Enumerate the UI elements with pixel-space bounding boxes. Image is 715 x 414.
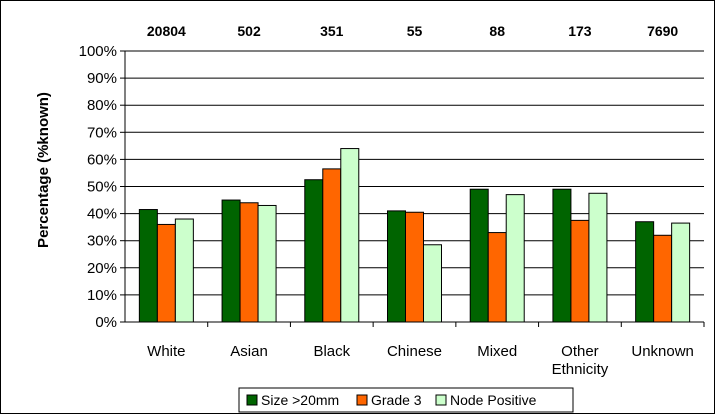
x-tick-label: Asian	[230, 343, 268, 360]
bar	[552, 188, 572, 323]
x-tick-label: Other Ethnicity	[552, 343, 609, 378]
y-tick-label: 70%	[87, 124, 117, 141]
bar	[156, 223, 176, 323]
bar	[257, 204, 277, 323]
count-label: 351	[320, 23, 344, 39]
bar	[635, 221, 655, 323]
legend-swatch	[356, 394, 368, 406]
bar	[570, 219, 590, 323]
y-tick-label: 20%	[87, 260, 117, 277]
x-tick-label: Unknown	[631, 343, 694, 360]
count-label: 88	[489, 23, 505, 39]
axes	[120, 50, 705, 327]
bar	[221, 199, 241, 323]
y-tick-label: 30%	[87, 233, 117, 250]
bar	[588, 192, 608, 323]
legend-label: Node Positive	[450, 392, 537, 408]
y-tick-label: 10%	[87, 287, 117, 304]
bar	[423, 244, 442, 323]
bar	[405, 211, 424, 323]
y-tick-label: 50%	[87, 179, 117, 196]
legend-swatch	[246, 394, 258, 406]
x-tick-label: Chinese	[387, 343, 442, 360]
bar	[239, 202, 259, 323]
y-tick-label: 80%	[87, 97, 117, 114]
x-tick-label: Mixed	[477, 343, 517, 360]
legend-label: Grade 3	[371, 392, 422, 408]
bar	[487, 232, 507, 323]
count-label: 55	[407, 23, 423, 39]
bar	[387, 210, 406, 323]
count-label: 502	[237, 23, 261, 39]
count-labels: 20804 502 351 55 88 173 7690	[147, 23, 679, 39]
y-tick-label: 100%	[79, 43, 117, 60]
y-tick-label: 60%	[87, 151, 117, 168]
count-label: 173	[568, 23, 592, 39]
legend-swatch	[435, 394, 447, 406]
y-tick-label: 90%	[87, 70, 117, 87]
bar	[653, 234, 673, 323]
bar	[469, 188, 489, 323]
y-axis-title: Percentage (%known)	[35, 92, 52, 248]
bar	[304, 179, 324, 323]
bar	[340, 148, 360, 323]
count-label: 7690	[647, 23, 678, 39]
gridlines	[125, 50, 704, 296]
count-label: 20804	[147, 23, 186, 39]
bar	[138, 209, 158, 323]
bar	[322, 168, 342, 323]
y-tick-labels: 0% 10% 20% 30% 40% 50% 60% 70% 80% 90% 100%	[79, 43, 117, 331]
x-tick-label: Black	[313, 343, 350, 360]
bars	[138, 148, 691, 323]
y-tick-label: 0%	[95, 314, 117, 331]
legend: Size >20mm Grade 3 Node Positive	[238, 387, 574, 413]
bar	[174, 218, 194, 323]
legend-label: Size >20mm	[261, 392, 339, 408]
y-tick-label: 40%	[87, 206, 117, 223]
x-tick-labels: White Asian Black Chinese Mixed Other Ethnicit…	[147, 343, 694, 378]
bar	[505, 194, 525, 323]
x-tick-label: White	[147, 343, 185, 360]
legend-box	[238, 387, 574, 413]
bar	[671, 222, 691, 323]
